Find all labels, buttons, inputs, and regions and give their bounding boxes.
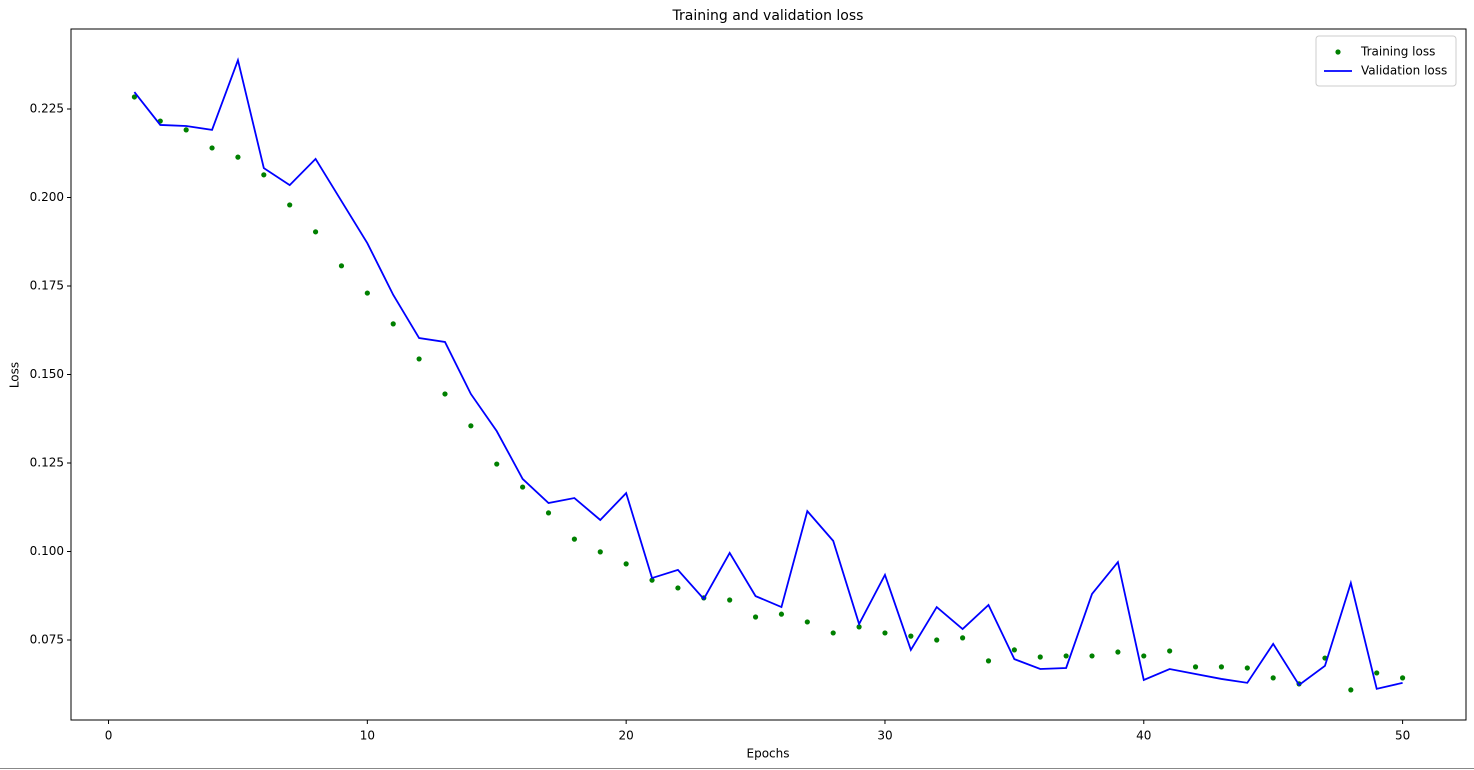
data-point (727, 597, 733, 603)
data-point (934, 637, 940, 643)
data-point (830, 630, 836, 636)
y-axis-label: Loss (8, 362, 22, 388)
data-point (131, 94, 138, 100)
legend-label: Validation loss (1361, 64, 1447, 78)
y-tick-label: 0.125 (30, 455, 64, 469)
x-tick-label: 50 (1395, 729, 1410, 743)
data-point (960, 635, 966, 641)
x-tick-label: 40 (1136, 729, 1151, 743)
data-point (623, 561, 629, 567)
data-point (908, 633, 914, 639)
data-point (545, 510, 552, 516)
data-point (649, 577, 655, 583)
legend-marker (1335, 49, 1341, 55)
data-point (1244, 665, 1250, 671)
y-tick-label: 0.175 (30, 279, 64, 293)
data-point (468, 423, 474, 429)
data-point (416, 356, 422, 362)
data-point (1141, 653, 1147, 659)
data-point (364, 290, 370, 296)
data-point (1348, 687, 1354, 693)
data-point (183, 127, 189, 133)
data-point (571, 536, 577, 542)
y-tick-label: 0.225 (30, 102, 64, 116)
data-point (778, 611, 785, 617)
data-point (675, 585, 681, 591)
x-tick-label: 30 (877, 729, 892, 743)
y-tick-label: 0.100 (30, 544, 64, 558)
data-point (597, 549, 603, 555)
data-point (338, 263, 345, 269)
x-tick-label: 10 (360, 729, 375, 743)
chart-title: Training and validation loss (672, 8, 864, 24)
data-point (235, 154, 241, 160)
data-point (1037, 654, 1043, 660)
data-point (1374, 670, 1380, 676)
data-point (442, 391, 448, 397)
data-point (1399, 675, 1406, 681)
data-point (209, 145, 215, 151)
data-point (390, 321, 396, 327)
data-point (1270, 675, 1276, 681)
data-point (1218, 664, 1225, 670)
y-tick-label: 0.075 (30, 632, 64, 646)
y-tick-label: 0.200 (30, 190, 64, 204)
y-tick-label: 0.150 (30, 367, 64, 381)
x-tick-label: 0 (105, 729, 113, 743)
legend-box (1315, 35, 1457, 87)
data-point (494, 461, 500, 467)
data-point (1115, 649, 1121, 655)
x-tick-label: 20 (619, 729, 634, 743)
data-point (752, 614, 759, 620)
data-line (133, 57, 1403, 690)
plot-frame (70, 28, 1467, 721)
data-point (287, 202, 293, 208)
data-point (856, 624, 862, 630)
data-point (1063, 653, 1069, 659)
data-point (1192, 664, 1199, 670)
data-point (1167, 648, 1173, 654)
x-axis-label: Epochs (747, 747, 790, 761)
data-point (312, 229, 319, 235)
data-point (1089, 653, 1095, 659)
data-point (985, 658, 992, 664)
data-point (520, 484, 526, 490)
legend-label: Training loss (1360, 45, 1435, 59)
data-point (1011, 647, 1017, 653)
data-point (261, 172, 267, 178)
data-point (882, 630, 888, 636)
data-point (804, 619, 810, 625)
